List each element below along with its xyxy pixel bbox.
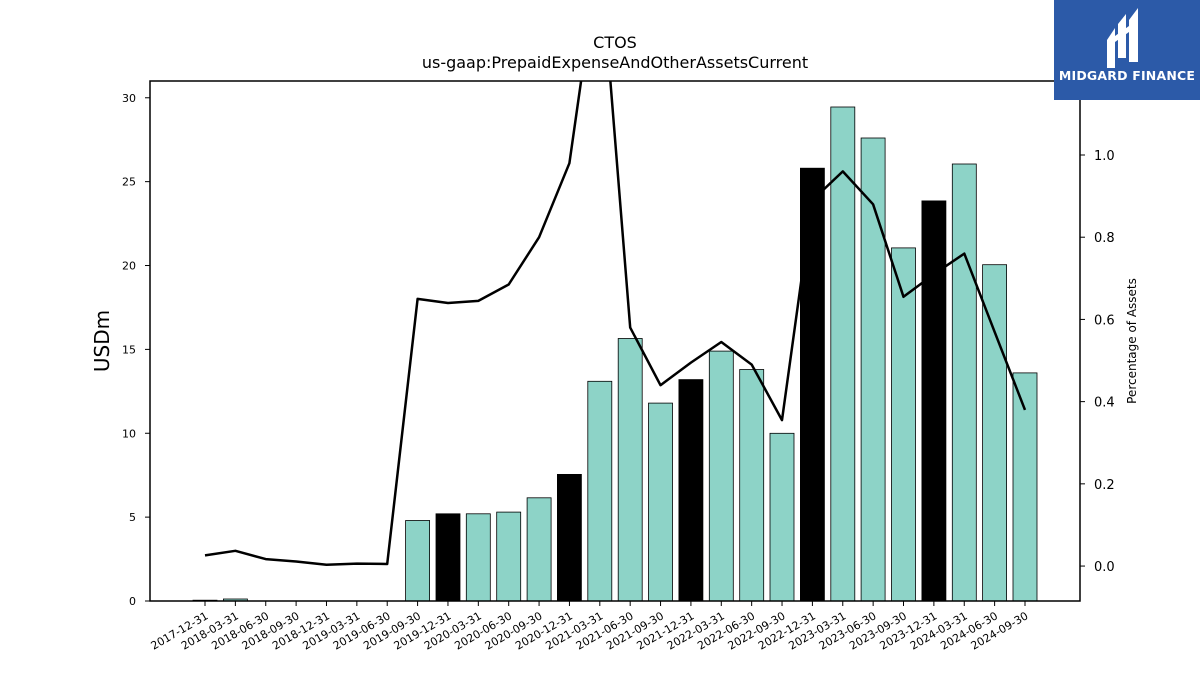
bar xyxy=(951,163,977,601)
y2-tick-label: 0.8 xyxy=(1094,231,1115,246)
y2-tick-label: 0.0 xyxy=(1094,560,1115,575)
bar xyxy=(800,167,825,601)
midgard-finance-logo: MIDGARD FINANCE xyxy=(1054,0,1200,100)
y2-tick-label: 0.4 xyxy=(1094,396,1115,411)
bar xyxy=(617,338,643,601)
y-tick-label: 15 xyxy=(122,343,136,356)
bar xyxy=(526,497,552,601)
y2-tick-label: 1.0 xyxy=(1094,149,1115,164)
chart-subtitle: us-gaap:PrepaidExpenseAndOtherAssetsCurr… xyxy=(422,53,808,72)
bar xyxy=(708,350,734,601)
y-tick-label: 5 xyxy=(129,511,136,524)
y-tick-label: 25 xyxy=(122,176,136,189)
bar xyxy=(465,513,491,601)
plot-frame xyxy=(149,80,1081,602)
bar xyxy=(405,520,431,601)
bar xyxy=(587,380,613,601)
bar xyxy=(830,106,856,601)
y-axis-right: 0.0 0.2 0.4 0.6 0.8 1.0 xyxy=(1080,149,1115,575)
line-series xyxy=(204,81,1027,567)
y-tick-label: 20 xyxy=(122,260,136,273)
bar xyxy=(739,369,765,601)
bar xyxy=(891,247,916,601)
y-axis-left: 0 5 10 15 20 25 30 xyxy=(122,92,150,608)
bar xyxy=(222,598,248,601)
y-tick-label: 30 xyxy=(122,92,136,105)
bar xyxy=(557,473,582,601)
bar xyxy=(435,513,461,601)
bar xyxy=(921,200,947,601)
bar-series xyxy=(192,106,1038,601)
bar xyxy=(982,264,1007,601)
y-tick-label: 0 xyxy=(129,595,136,608)
bar xyxy=(496,511,522,601)
bar xyxy=(860,137,886,601)
logo-text: MIDGARD FINANCE xyxy=(1058,68,1196,83)
bar xyxy=(678,379,704,601)
line-path xyxy=(204,81,1027,567)
y-tick-label: 10 xyxy=(122,427,136,440)
y-axis-label: USDm xyxy=(90,310,114,372)
chart-title: CTOS xyxy=(593,33,637,52)
y2-tick-label: 0.2 xyxy=(1094,478,1115,493)
y2-tick-label: 0.6 xyxy=(1094,313,1115,328)
y2-axis-label: Percentage of Assets xyxy=(1125,278,1139,404)
bar xyxy=(1012,372,1038,601)
logo-mark-icon xyxy=(1107,8,1138,68)
x-axis: 2017-12-312018-03-312018-06-302018-09-30… xyxy=(149,601,1030,653)
bar xyxy=(769,432,795,601)
bar xyxy=(648,402,673,601)
